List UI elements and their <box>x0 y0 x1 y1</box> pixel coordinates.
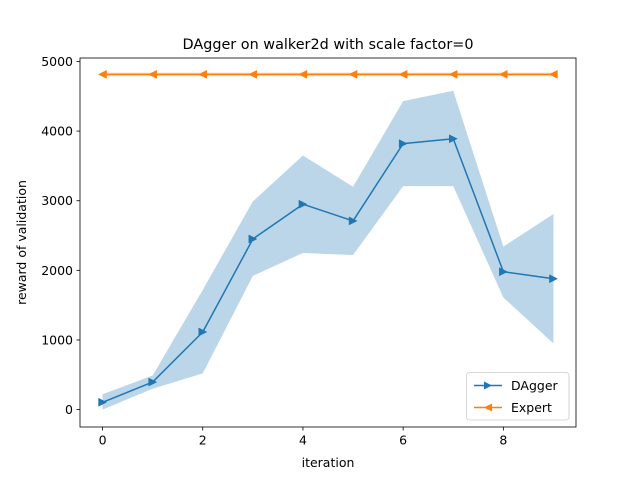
point-dagger-9 <box>549 274 559 284</box>
point-dagger-4 <box>298 199 308 209</box>
series-line-dagger <box>102 138 554 403</box>
y-tick-label: 4000 <box>41 124 73 139</box>
point-expert-1 <box>148 69 157 79</box>
y-axis-label: reward of validation <box>14 180 29 305</box>
x-tick-label: 8 <box>499 433 507 448</box>
legend-item-dagger: DAgger <box>474 378 559 393</box>
y-tick-label: 1000 <box>41 332 73 347</box>
y-tick-label: 5000 <box>41 54 73 69</box>
band-dagger <box>102 90 554 410</box>
chart-title: DAgger on walker2d with scale factor=0 <box>183 37 474 53</box>
point-dagger-1 <box>148 377 158 387</box>
legend: DAgger Expert <box>466 372 570 421</box>
y-tick-label: 3000 <box>41 193 73 208</box>
point-expert-8 <box>498 69 508 79</box>
x-axis-ticks: 0 2 4 6 8 <box>99 427 507 448</box>
point-dagger-7 <box>449 134 458 144</box>
legend-marker-expert <box>484 403 492 412</box>
point-dagger-3 <box>248 234 258 244</box>
x-tick-label: 6 <box>399 433 407 448</box>
point-expert-5 <box>348 69 358 79</box>
point-dagger-0 <box>98 397 108 407</box>
point-dagger-6 <box>398 139 408 149</box>
point-expert-6 <box>398 69 408 79</box>
legend-label-expert: Expert <box>511 400 552 415</box>
point-dagger-8 <box>499 267 508 277</box>
point-dagger-5 <box>348 216 358 226</box>
series-markers <box>97 69 559 407</box>
y-tick-label: 0 <box>65 402 73 417</box>
x-tick-label: 4 <box>299 433 307 448</box>
legend-label-dagger: DAgger <box>511 378 559 393</box>
point-expert-2 <box>198 69 207 79</box>
point-expert-0 <box>97 69 107 79</box>
legend-marker-dagger <box>484 381 492 390</box>
point-expert-9 <box>548 69 558 79</box>
series-lines <box>102 73 554 403</box>
legend-item-expert: Expert <box>474 400 552 415</box>
point-expert-3 <box>248 69 258 79</box>
y-axis-ticks: 0 1000 2000 3000 4000 5000 <box>41 54 80 417</box>
y-tick-label: 2000 <box>41 263 73 278</box>
x-tick-label: 2 <box>199 433 207 448</box>
point-expert-4 <box>298 69 308 79</box>
x-tick-label: 0 <box>99 433 107 448</box>
x-axis-label: iteration <box>302 455 355 470</box>
point-expert-7 <box>448 69 458 79</box>
plot-frame <box>79 57 577 428</box>
point-dagger-2 <box>198 327 208 337</box>
